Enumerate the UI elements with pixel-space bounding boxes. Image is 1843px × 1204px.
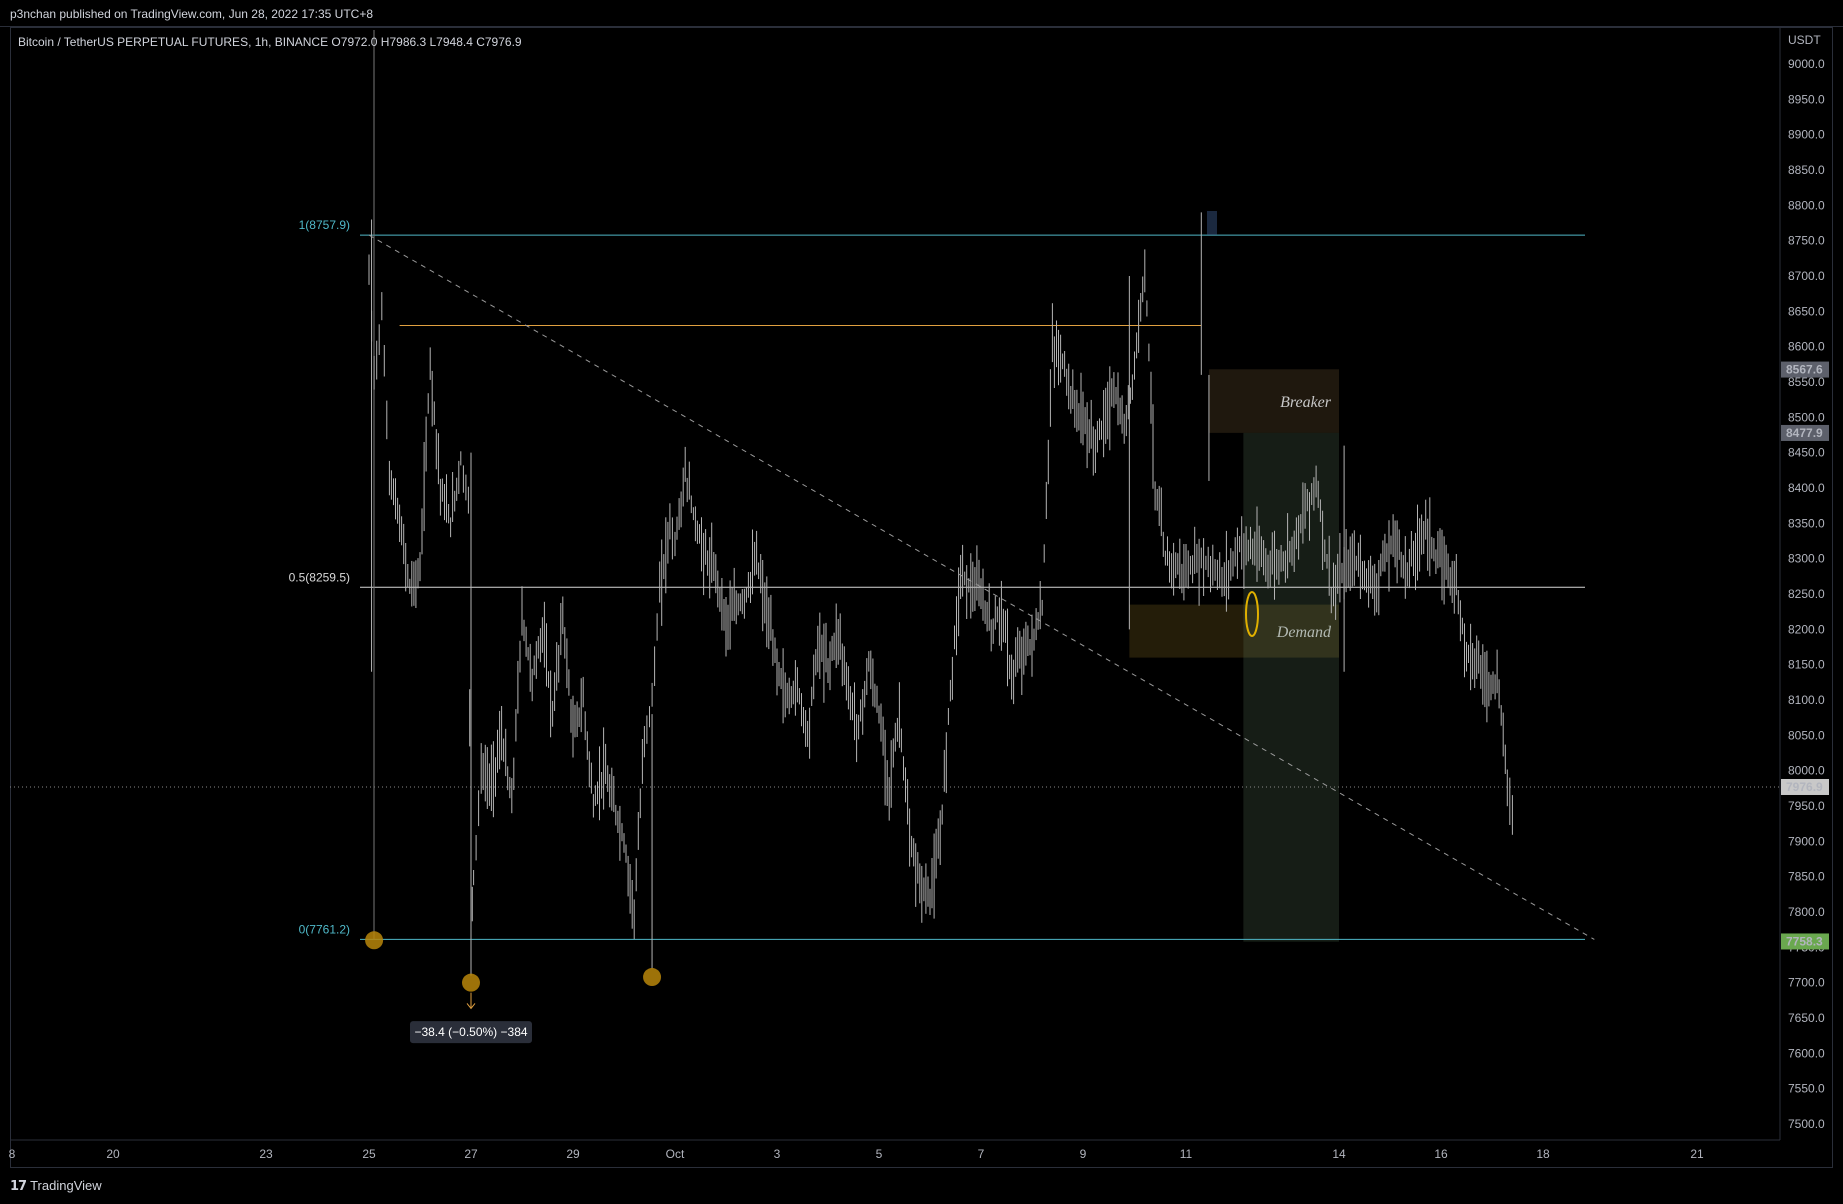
y-tick-label: 8650.0 bbox=[1788, 304, 1825, 318]
price-tag-box bbox=[1781, 778, 1829, 795]
x-tick-label: 7 bbox=[978, 1147, 985, 1161]
y-tick-label: 8000.0 bbox=[1788, 764, 1825, 778]
price-series-layer bbox=[368, 212, 1513, 976]
zone-label-breaker: Breaker bbox=[1280, 394, 1332, 411]
y-tick-label: 8450.0 bbox=[1788, 446, 1825, 460]
price-tag-label: 8477.9 bbox=[1786, 426, 1823, 440]
y-tick-label: 8950.0 bbox=[1788, 92, 1825, 106]
zone-breaker bbox=[1208, 369, 1339, 433]
tv-logo-icon: 𝟭𝟳 bbox=[10, 1178, 27, 1193]
publish-text: p3nchan published on TradingView.com, Ju… bbox=[10, 7, 374, 21]
price-tag-label: 7976.9 bbox=[1786, 780, 1823, 794]
price-tag-label: 7758.3 bbox=[1786, 934, 1823, 948]
y-tick-label: 7800.0 bbox=[1788, 905, 1825, 919]
measure-label-text: −38.4 (−0.50%) −384 bbox=[414, 1025, 527, 1039]
drawings-layer: −38.4 (−0.50%) −384 bbox=[365, 211, 1595, 1044]
symbol-info: Bitcoin / TetherUS PERPETUAL FUTURES, 1h… bbox=[18, 35, 522, 49]
y-tick-label: 7900.0 bbox=[1788, 834, 1825, 848]
y-tick-label: 7650.0 bbox=[1788, 1011, 1825, 1025]
y-tick-label: 8700.0 bbox=[1788, 269, 1825, 283]
zones-layer: Breaker Demand bbox=[1129, 369, 1339, 942]
y-tick-label: 8150.0 bbox=[1788, 658, 1825, 672]
tradingview-logo[interactable]: 𝟭𝟳 TradingView bbox=[10, 1178, 102, 1194]
y-tick-label: 8600.0 bbox=[1788, 340, 1825, 354]
y-tick-label: 8350.0 bbox=[1788, 516, 1825, 530]
y-tick-label: 8300.0 bbox=[1788, 552, 1825, 566]
logo-text: TradingView bbox=[30, 1178, 102, 1193]
fib-level-label: 0.5(8259.5) bbox=[289, 570, 350, 584]
y-tick-label: 7850.0 bbox=[1788, 870, 1825, 884]
highlight-box bbox=[1207, 211, 1217, 235]
price-tag-box bbox=[1781, 361, 1829, 378]
x-tick-label: 8 bbox=[9, 1147, 16, 1161]
reference-lines-layer: 1(8757.9) 0.5(8259.5) 0(7761.2) bbox=[10, 30, 1780, 940]
demand-highlight-ellipse bbox=[1245, 591, 1259, 637]
footer bbox=[0, 1168, 1843, 1204]
x-tick-label: 14 bbox=[1332, 1147, 1346, 1161]
y-tick-label: 8750.0 bbox=[1788, 234, 1825, 248]
x-tick-label: 25 bbox=[362, 1147, 376, 1161]
y-tick-label: 7700.0 bbox=[1788, 976, 1825, 990]
x-tick-label: 21 bbox=[1690, 1147, 1704, 1161]
zone-label-demand: Demand bbox=[1276, 624, 1332, 641]
zone-target bbox=[1243, 432, 1339, 942]
x-tick-label: 20 bbox=[106, 1147, 120, 1161]
swing-low-marker bbox=[643, 968, 662, 987]
swing-low-marker bbox=[365, 931, 384, 950]
x-tick-label: 16 bbox=[1434, 1147, 1448, 1161]
zone-demand bbox=[1129, 604, 1339, 658]
y-tick-label: 8250.0 bbox=[1788, 587, 1825, 601]
y-tick-label: 8050.0 bbox=[1788, 728, 1825, 742]
y-tick-label: 7550.0 bbox=[1788, 1082, 1825, 1096]
measure-label-box bbox=[410, 1021, 532, 1044]
y-tick-label: 8850.0 bbox=[1788, 163, 1825, 177]
y-tick-label: 8500.0 bbox=[1788, 410, 1825, 424]
publish-header: p3nchan published on TradingView.com, Ju… bbox=[0, 0, 1843, 27]
x-tick-label: 18 bbox=[1536, 1147, 1550, 1161]
fib-level-label: 0(7761.2) bbox=[299, 922, 350, 936]
x-tick-label: 9 bbox=[1080, 1147, 1087, 1161]
x-tick-label: Oct bbox=[666, 1147, 685, 1161]
y-tick-label: 7500.0 bbox=[1788, 1117, 1825, 1131]
chart-frame bbox=[10, 27, 1833, 1168]
y-axis-currency: USDT bbox=[1788, 33, 1821, 47]
price-tag-box bbox=[1781, 933, 1829, 950]
swing-low-marker bbox=[462, 973, 480, 992]
x-tick-label: 5 bbox=[876, 1147, 883, 1161]
y-tick-label: 8550.0 bbox=[1788, 375, 1825, 389]
x-tick-label: 3 bbox=[774, 1147, 781, 1161]
price-tag-box bbox=[1781, 424, 1829, 441]
x-tick-label: 27 bbox=[464, 1147, 478, 1161]
fib-level-label: 1(8757.9) bbox=[299, 218, 350, 232]
price-tag-label: 8567.6 bbox=[1786, 363, 1823, 377]
y-tick-label: 8400.0 bbox=[1788, 481, 1825, 495]
y-tick-label: 7950.0 bbox=[1788, 799, 1825, 813]
y-tick-label: 7600.0 bbox=[1788, 1046, 1825, 1060]
x-tick-label: 29 bbox=[566, 1147, 580, 1161]
y-tick-label: 8800.0 bbox=[1788, 198, 1825, 212]
y-tick-label: 8100.0 bbox=[1788, 693, 1825, 707]
axes-layer: USDT 9000.0 8950.0 8900.0 8850.0 8800.0 8750.0… bbox=[9, 27, 1829, 1161]
y-tick-label: 8200.0 bbox=[1788, 622, 1825, 636]
measure-arrow-head bbox=[466, 1003, 476, 1010]
y-tick-label: 8900.0 bbox=[1788, 128, 1825, 142]
x-tick-label: 11 bbox=[1180, 1147, 1193, 1161]
y-tick-label: 9000.0 bbox=[1788, 57, 1825, 71]
x-tick-label: 23 bbox=[259, 1147, 273, 1161]
